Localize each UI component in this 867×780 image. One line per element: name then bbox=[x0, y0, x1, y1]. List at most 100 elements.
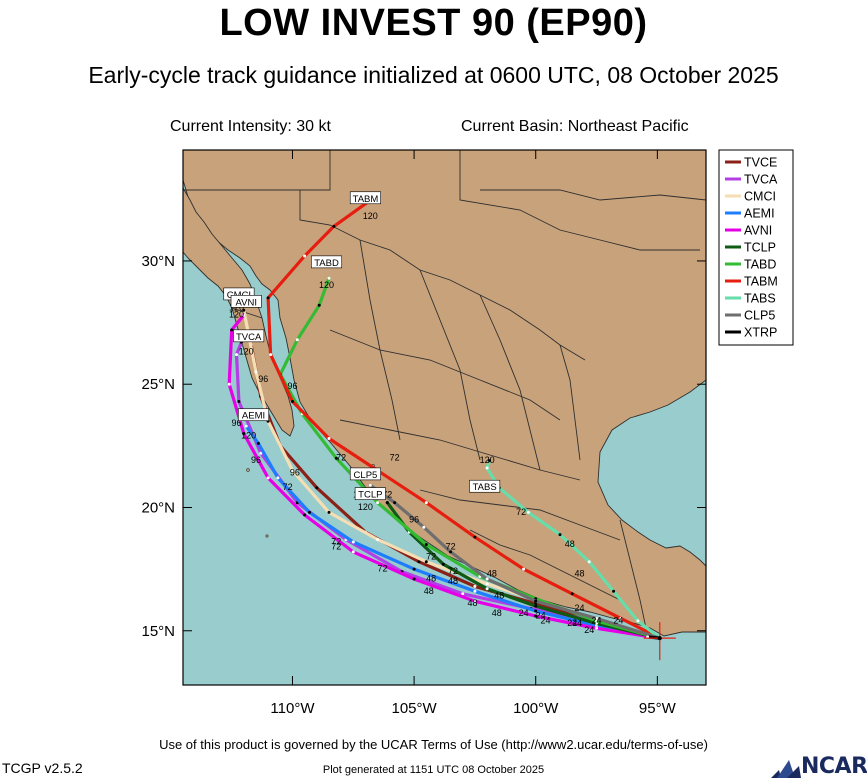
track-point bbox=[587, 560, 591, 564]
legend-item-tvce: TVCE bbox=[744, 156, 777, 170]
forecast-hour-label: 72 bbox=[331, 541, 341, 551]
y-tick-label: 20°N bbox=[141, 499, 175, 516]
track-point bbox=[269, 353, 273, 357]
forecast-hour-label: 72 bbox=[448, 566, 458, 576]
track-point bbox=[485, 587, 489, 591]
plot-frame bbox=[182, 149, 707, 686]
model-label-clp5: CLP5 bbox=[354, 470, 378, 481]
forecast-hour-label: 48 bbox=[426, 574, 436, 584]
ncar-logo-text: NCAR bbox=[801, 754, 867, 779]
model-label-tabd: TABD bbox=[314, 258, 339, 269]
track-point bbox=[449, 550, 453, 554]
track-point bbox=[327, 437, 331, 440]
model-label-box bbox=[349, 467, 381, 481]
forecast-hour-label: 48 bbox=[448, 576, 458, 586]
track-point bbox=[308, 510, 311, 514]
track-point bbox=[237, 400, 241, 403]
track-point bbox=[424, 543, 428, 546]
model-label-tvca: TVCA bbox=[236, 332, 262, 343]
legend-item-tvca: TVCA bbox=[744, 173, 778, 187]
track-point bbox=[612, 589, 616, 593]
track-point bbox=[334, 456, 338, 460]
model-label-aemi: AEMI bbox=[242, 411, 265, 422]
track-point bbox=[424, 560, 428, 564]
forecast-hour-label: 24 bbox=[540, 615, 550, 625]
forecast-hour-label: 48 bbox=[574, 569, 584, 579]
forecast-hour-label: 48 bbox=[467, 598, 477, 608]
model-label-box bbox=[349, 191, 381, 205]
model-label-avni: AVNI bbox=[236, 297, 257, 308]
track-point bbox=[291, 469, 294, 472]
x-tick-label: 105°W bbox=[391, 700, 437, 717]
track-point bbox=[522, 567, 526, 571]
forecast-hour-label: 24 bbox=[519, 608, 529, 618]
model-label-box bbox=[311, 255, 343, 269]
forecast-hour-label: 24 bbox=[591, 615, 601, 625]
model-label-box bbox=[238, 408, 270, 422]
track-tabd bbox=[278, 276, 662, 640]
forecast-hour-label: 24 bbox=[572, 618, 582, 628]
current-basin: Current Basin: Northeast Pacific bbox=[461, 118, 689, 135]
track-point bbox=[266, 476, 270, 480]
forecast-hour-label: 72 bbox=[336, 453, 346, 463]
track-point bbox=[332, 224, 336, 228]
forecast-hour-label: 24 bbox=[613, 615, 623, 625]
forecast-hour-label: 96 bbox=[409, 514, 419, 524]
track-point bbox=[473, 535, 477, 539]
track-point bbox=[385, 501, 389, 505]
track-point bbox=[276, 476, 280, 480]
forecast-hour-label: 72 bbox=[331, 537, 341, 547]
track-point bbox=[303, 513, 307, 517]
track-point bbox=[595, 626, 598, 630]
forecast-hour-label: 120 bbox=[358, 502, 373, 512]
forecast-hour-label: 72 bbox=[446, 541, 456, 551]
forecast-hour-label: 96 bbox=[258, 374, 268, 384]
track-point bbox=[254, 370, 258, 374]
forecast-hour-label: 120 bbox=[241, 431, 256, 441]
track-point bbox=[327, 276, 331, 280]
track-point bbox=[485, 466, 489, 470]
track-point bbox=[534, 614, 538, 618]
storm-position-dot bbox=[657, 636, 662, 641]
mainland bbox=[183, 150, 706, 637]
track-point bbox=[570, 592, 574, 596]
track-point bbox=[259, 451, 263, 455]
forecast-hour-label: 48 bbox=[487, 569, 497, 579]
track-point bbox=[636, 619, 640, 623]
forecast-hour-label: 120 bbox=[229, 310, 244, 320]
forecast-hour-label: 120 bbox=[239, 347, 254, 357]
ncar-logo-icon bbox=[771, 760, 801, 778]
model-label-tabm: TABM bbox=[353, 194, 379, 205]
forecast-hour-label: 96 bbox=[287, 381, 297, 391]
forecast-hour-label: 72 bbox=[516, 507, 526, 517]
current-intensity: Current Intensity: 30 kt bbox=[170, 118, 331, 135]
legend-item-xtrp: XTRP bbox=[744, 326, 777, 340]
track-tabm bbox=[266, 195, 662, 640]
page-subtitle: Early-cycle track guidance initialized a… bbox=[88, 62, 779, 88]
track-point bbox=[422, 525, 426, 529]
track-point bbox=[327, 510, 331, 514]
track-point bbox=[534, 604, 538, 608]
track-point bbox=[315, 486, 319, 490]
track-point bbox=[227, 382, 231, 386]
track-aemi bbox=[244, 424, 662, 640]
x-tick-label: 110°W bbox=[270, 700, 315, 717]
legend-item-tabd: TABD bbox=[744, 258, 776, 272]
track-point bbox=[473, 584, 477, 588]
track-point bbox=[526, 510, 530, 514]
track-point bbox=[595, 616, 598, 620]
forecast-hour-label: 96 bbox=[231, 418, 241, 428]
legend: TVCE TVCA CMCI AEMI AVNI TCLP TABD TABM TABS CLP5… bbox=[718, 149, 794, 346]
model-label-box bbox=[233, 329, 265, 343]
track-point bbox=[303, 254, 307, 258]
y-tick-label: 25°N bbox=[141, 376, 175, 393]
y-tick-label: 15°N bbox=[141, 623, 175, 640]
model-label-tclp: TCLP bbox=[358, 490, 382, 501]
legend-item-tabm: TABM bbox=[744, 275, 778, 289]
track-point bbox=[244, 424, 248, 428]
track-point bbox=[485, 582, 489, 586]
track-point bbox=[376, 538, 380, 541]
x-tick-label: 95°W bbox=[639, 700, 677, 717]
track-point bbox=[230, 328, 234, 332]
